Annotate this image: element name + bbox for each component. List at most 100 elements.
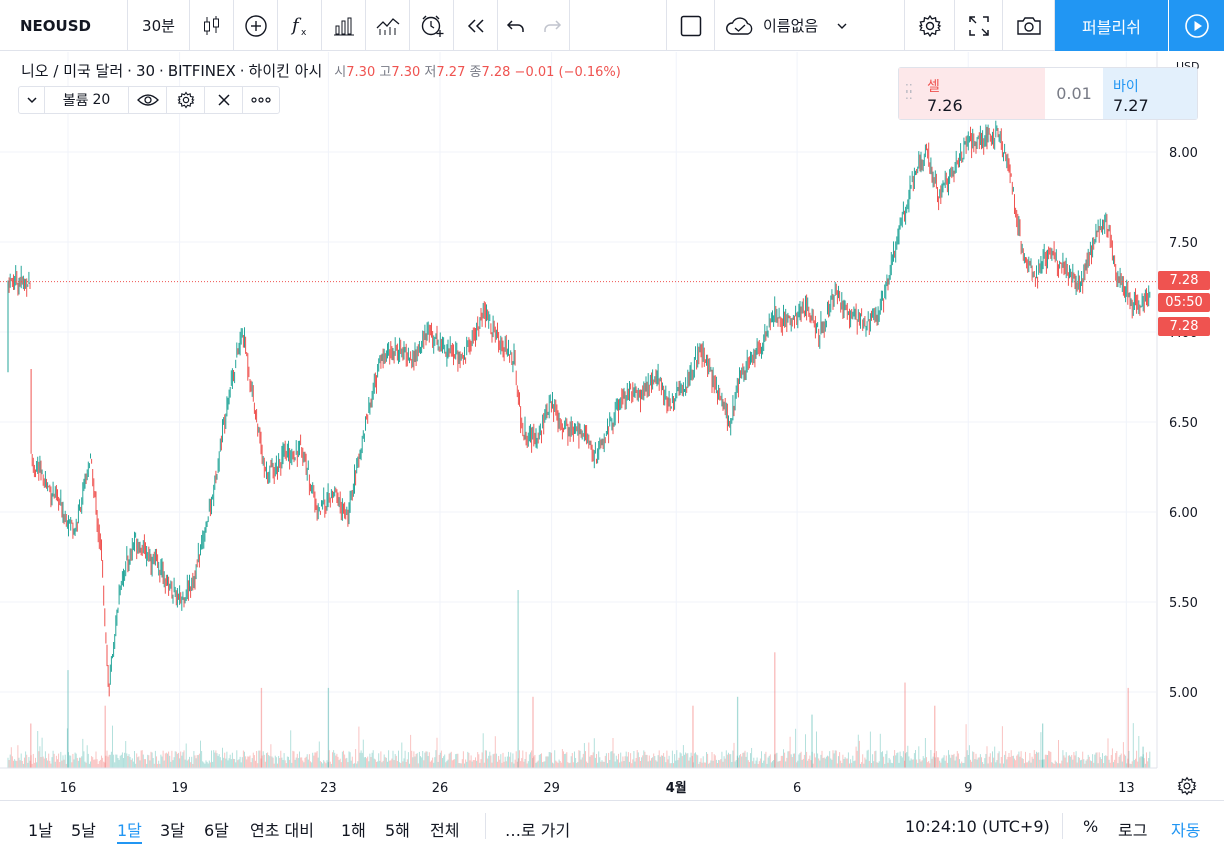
sell-button[interactable]: ⁚⁚ ⁚⁚ 셀 7.26 <box>899 68 1045 119</box>
range-3m[interactable]: 3달 <box>160 821 185 840</box>
symbol-search-button[interactable]: NEOUSD <box>0 0 128 51</box>
volume-legend: 볼륨 20 <box>18 86 280 114</box>
replay-icon <box>467 18 484 33</box>
log-scale-button[interactable]: 로그 <box>1118 821 1148 840</box>
layout-menu-button[interactable]: 이름없음 <box>715 0 905 51</box>
compare-button[interactable] <box>234 0 278 51</box>
time-tick-label: 9 <box>964 781 972 796</box>
chevron-down-icon <box>26 97 37 104</box>
time-tick-label: 16 <box>60 781 77 796</box>
redo-icon <box>543 19 561 32</box>
price-tick-label: 6.50 <box>1169 416 1198 431</box>
change-value: −0.01 (−0.16%) <box>514 65 621 80</box>
legend-interval: 30 <box>135 62 156 80</box>
alert-button[interactable] <box>410 0 454 51</box>
price-tick-label: 5.00 <box>1169 686 1198 701</box>
price-tick-label: 5.50 <box>1169 596 1198 611</box>
open-key: 시 <box>334 65 347 80</box>
auto-scale-button[interactable]: 자동 <box>1171 821 1201 840</box>
low-price-label: 7.28 <box>1158 317 1210 336</box>
clock[interactable]: 10:24:10 (UTC+9) <box>905 817 1050 836</box>
collapse-button[interactable] <box>19 87 45 113</box>
low-key: 저 <box>424 65 437 80</box>
play-icon <box>1184 13 1209 38</box>
legend-ohlc: 시7.30 고7.30 저7.27 종7.28 −0.01 (−0.16%) <box>334 61 621 80</box>
sell-price: 7.26 <box>927 96 963 115</box>
time-axis-ticks: 16 19 23 26 29 4월 6 9 13 <box>60 780 1135 796</box>
range-1y[interactable]: 1해 <box>341 821 366 840</box>
undo-button[interactable] <box>506 18 526 34</box>
redo-button[interactable] <box>542 18 562 34</box>
range-1m[interactable]: 1달 <box>117 817 142 844</box>
settings-gear-icon <box>1177 776 1197 796</box>
chart-pane[interactable]: 5.005.506.006.507.007.508.00 16192326294… <box>0 52 1224 798</box>
symbol-label: NEOUSD <box>20 16 91 35</box>
interval-button[interactable]: 30분 <box>128 0 190 51</box>
templates-button[interactable] <box>322 0 366 51</box>
price-chart[interactable]: 5.005.506.006.507.007.508.00 16192326294… <box>0 52 1224 798</box>
settings-button[interactable] <box>905 0 955 51</box>
chart-style-button[interactable] <box>190 0 234 51</box>
time-tick-label: 29 <box>543 781 560 796</box>
divider <box>1062 813 1063 839</box>
multi-chart-button[interactable] <box>366 0 410 51</box>
percent-scale-button[interactable]: % <box>1083 817 1099 836</box>
eye-icon <box>136 94 159 106</box>
volume-settings-button[interactable] <box>167 87 205 113</box>
range-all[interactable]: 전체 <box>430 821 460 840</box>
replay-button[interactable] <box>454 0 498 51</box>
time-axis-settings-button[interactable] <box>1177 776 1197 800</box>
time-tick-label: 26 <box>432 781 449 796</box>
svg-text:x: x <box>301 28 307 38</box>
chevron-down-icon <box>837 23 847 29</box>
range-ytd[interactable]: 연초 대비 <box>250 821 314 840</box>
more-button[interactable] <box>243 87 279 113</box>
legend-dot: · <box>239 62 245 80</box>
price-tick-label: 7.50 <box>1169 236 1198 251</box>
legend-exchange: BITFINEX <box>167 62 236 80</box>
legend-dot: · <box>159 62 164 80</box>
range-1d[interactable]: 1날 <box>28 821 53 840</box>
countdown-label: 05:50 <box>1158 293 1210 312</box>
visibility-button[interactable] <box>129 87 167 113</box>
candles <box>7 120 1151 697</box>
play-button[interactable] <box>1169 0 1224 51</box>
legend-dot: · <box>127 62 132 80</box>
close-value: 7.28 <box>481 65 511 80</box>
compare-plus-icon <box>244 14 267 37</box>
legend-title: 니오 / 미국 달러 <box>21 62 124 80</box>
low-value: 7.27 <box>436 65 466 80</box>
range-5y[interactable]: 5해 <box>385 821 410 840</box>
buy-price: 7.27 <box>1113 96 1149 115</box>
camera-icon <box>1016 16 1041 35</box>
settings-gear-icon <box>918 14 941 37</box>
line-chart-icon <box>376 17 399 35</box>
range-6m[interactable]: 6달 <box>204 821 229 840</box>
spread-value: 0.01 <box>1056 84 1092 103</box>
close-key: 종 <box>469 65 482 80</box>
undo-redo-group <box>498 0 570 51</box>
buy-label: 바이 <box>1113 79 1139 95</box>
undo-icon <box>506 19 524 32</box>
sell-label: 셀 <box>927 79 940 95</box>
fullscreen-button[interactable] <box>955 0 1003 51</box>
last-price-label: 7.28 <box>1158 271 1210 290</box>
fullscreen-box-button[interactable] <box>667 0 715 51</box>
cloud-icon <box>726 16 753 35</box>
volume-label: 볼륨 <box>62 93 89 109</box>
high-key: 고 <box>379 65 392 80</box>
volume-bars <box>7 590 1151 768</box>
snapshot-button[interactable] <box>1003 0 1055 51</box>
publish-button[interactable]: 퍼블리쉬 <box>1055 0 1169 51</box>
drag-handle-icon[interactable]: ⁚⁚ ⁚⁚ <box>905 82 913 102</box>
range-5d[interactable]: 5날 <box>71 821 96 840</box>
remove-button[interactable] <box>205 87 243 113</box>
buy-button[interactable]: 바이 7.27 <box>1103 68 1197 119</box>
chart-templates-icon <box>333 17 354 35</box>
time-tick-label: 13 <box>1118 781 1135 796</box>
goto-date-button[interactable]: …로 가기 <box>505 821 571 840</box>
settings-gear-icon <box>176 91 195 109</box>
